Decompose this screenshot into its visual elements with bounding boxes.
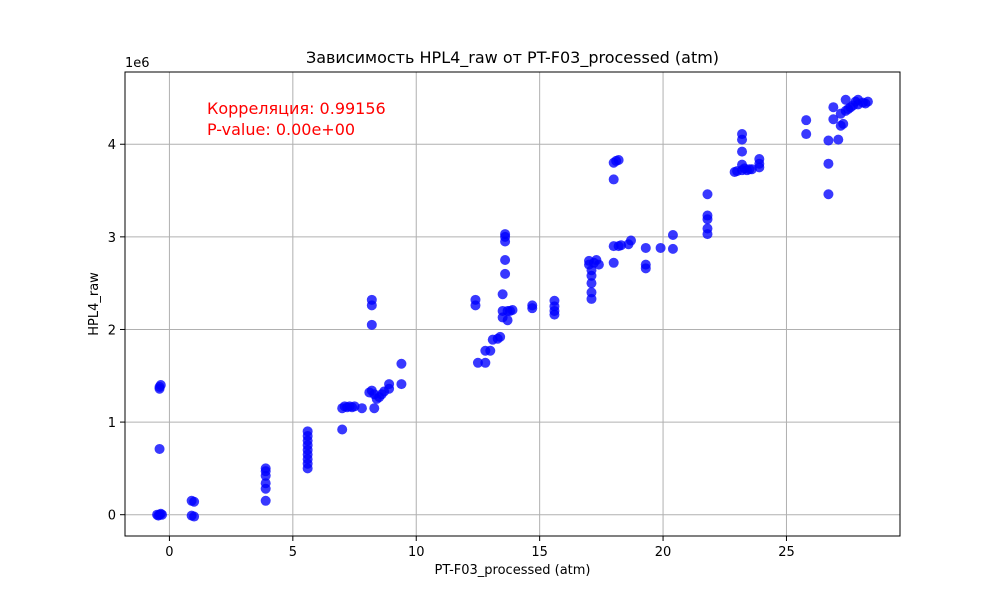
y-axis-ticks: 0 1 2 3 4 [108,138,125,524]
data-point [840,94,851,105]
y-tick-label: 4 [108,138,116,153]
data-point [480,357,491,368]
data-point [801,129,812,140]
data-point [500,255,511,266]
data-point [608,257,619,268]
data-point [702,210,713,221]
data-point [500,268,511,279]
data-point [500,229,511,240]
data-point [586,287,597,298]
x-tick-label: 15 [531,545,548,560]
y-axis-label: HPL4_raw [87,272,102,336]
data-point [823,189,834,200]
data-point [625,235,636,246]
data-point [302,426,313,437]
data-point [485,345,496,356]
data-point [586,278,597,289]
data-point [384,379,395,390]
data-point [611,155,622,166]
data-point [260,463,271,474]
x-tick-label: 5 [289,545,297,560]
data-point [260,495,271,506]
data-point [356,403,367,414]
data-point [189,496,200,507]
x-tick-label: 10 [408,545,425,560]
data-point [549,295,560,306]
data-point [155,508,166,519]
data-point [366,294,377,305]
data-point [260,478,271,489]
data-point [497,289,508,300]
data-point [593,259,604,270]
data-point [396,379,407,390]
data-point [801,115,812,126]
data-point [862,96,873,107]
p-value-annotation: P-value: 0.00e+00 [207,120,355,139]
chart-title: Зависимость HPL4_raw от PT-F03_processed… [306,48,719,68]
data-points [152,94,873,522]
data-point [823,135,834,146]
y-tick-label: 0 [108,509,116,524]
data-point [396,358,407,369]
data-point [667,230,678,241]
data-point [154,443,165,454]
data-point [189,511,200,522]
y-scale-label: 1e6 [125,56,150,71]
x-axis-label: PT-F03_processed (atm) [434,563,590,578]
data-point [655,242,666,253]
data-point [737,146,748,157]
data-point [616,240,627,251]
data-point [833,134,844,145]
grid [125,72,900,536]
data-point [754,154,765,165]
data-point [154,383,165,394]
data-point [702,223,713,234]
data-point [527,300,538,311]
data-point [640,259,651,270]
y-tick-label: 3 [108,231,116,246]
data-point [337,424,348,435]
data-point [608,174,619,185]
data-point [470,294,481,305]
data-point [828,114,839,125]
plot-frame [124,71,901,537]
data-point [828,102,839,113]
x-tick-label: 0 [165,545,173,560]
data-point [737,129,748,140]
x-tick-label: 25 [778,545,795,560]
data-point [823,158,834,169]
x-tick-label: 20 [655,545,672,560]
x-axis-ticks: 0 5 10 15 20 25 [165,536,795,560]
data-point [667,243,678,254]
data-point [507,305,518,316]
y-tick-label: 2 [108,323,116,338]
data-point [495,331,506,342]
data-point [502,315,513,326]
data-point [472,357,483,368]
data-point [640,242,651,253]
correlation-annotation: Корреляция: 0.99156 [207,99,386,118]
data-point [702,189,713,200]
data-point [838,118,849,129]
data-point [366,319,377,330]
y-tick-label: 1 [108,416,116,431]
data-point [369,403,380,414]
